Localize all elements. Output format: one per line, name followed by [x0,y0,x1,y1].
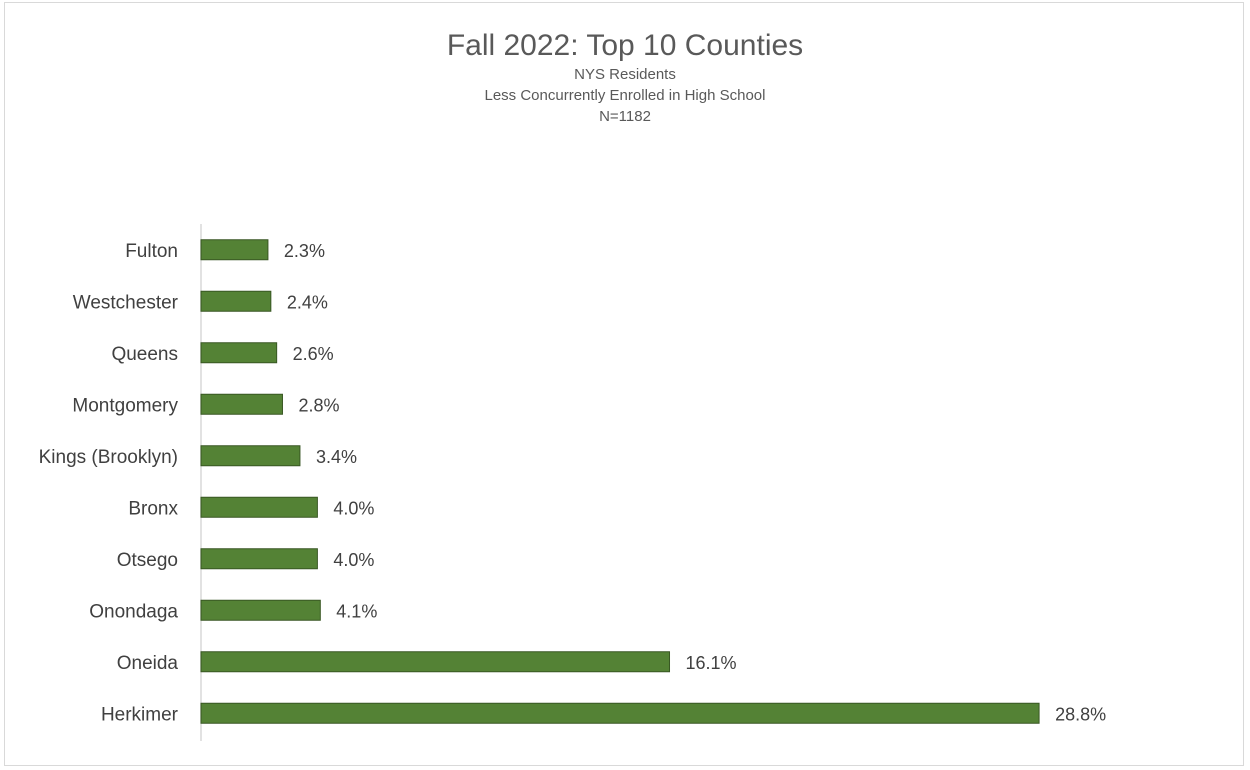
data-label: 16.1% [686,653,737,673]
data-label: 28.8% [1055,704,1106,724]
data-label: 4.0% [333,550,374,570]
category-label: Bronx [128,498,178,519]
bar-herkimer [200,702,1040,724]
subtitle-line-residents: NYS Residents [574,66,676,83]
chart-title: Fall 2022: Top 10 Counties [446,29,804,62]
data-label: 2.8% [298,395,339,415]
category-label: Fulton [125,241,178,262]
category-label: Otsego [117,550,178,571]
data-label: 4.0% [333,498,374,518]
data-label: 2.4% [287,292,328,312]
category-label: Westchester [73,292,179,313]
bar-onondaga [200,599,321,621]
bar-montgomery [200,393,283,415]
category-label: Queens [111,344,178,365]
category-label: Onondaga [89,601,178,622]
bar-otsego [200,548,318,570]
bar-bronx [200,496,318,518]
bar-fulton [200,239,269,261]
category-label: Herkimer [101,704,179,725]
chart-frame [4,2,1244,766]
category-label: Montgomery [72,395,178,416]
category-label: Kings (Brooklyn) [39,447,178,468]
data-label: 2.6% [293,344,334,364]
bar-westchester [200,290,272,312]
category-label: Oneida [117,653,179,674]
title-block: Fall 2022: Top 10 Counties NYS Residents… [0,28,1250,127]
subtitle-line-enrollment: Less Concurrently Enrolled in High Schoo… [484,87,766,104]
data-label: 4.1% [336,601,377,621]
subtitle-line-count: N=1182 [599,108,651,125]
data-label: 2.3% [284,241,325,261]
data-label: 3.4% [316,447,357,467]
bar-oneida [200,651,671,673]
bar-queens [200,342,278,364]
bar-kings-brooklyn [200,445,301,467]
